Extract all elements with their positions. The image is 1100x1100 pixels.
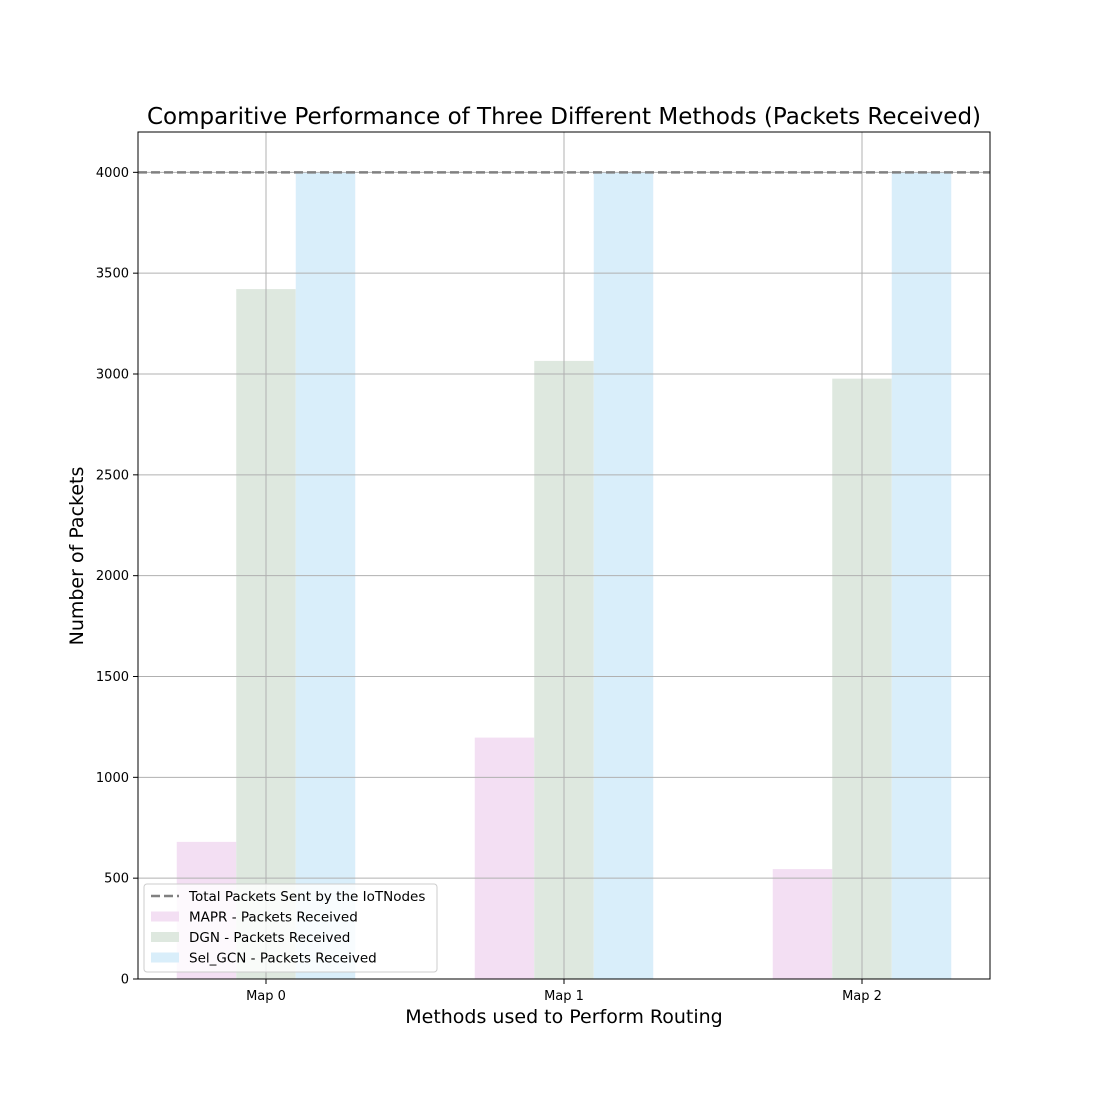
gridlines xyxy=(138,132,990,980)
y-tick-label: 1500 xyxy=(96,670,129,685)
legend: Total Packets Sent by the IoTNodes MAPR -… xyxy=(143,883,438,973)
x-axis-ticks: Map 0 Map 1 Map 2 xyxy=(246,979,882,1004)
bar-mapr-map-2 xyxy=(772,869,833,979)
legend-label: Total Packets Sent by the IoTNodes xyxy=(188,889,425,905)
x-tick-label: Map 2 xyxy=(842,989,882,1004)
bar-mapr-map-1 xyxy=(474,737,535,979)
chart-title: Comparitive Performance of Three Differe… xyxy=(147,104,981,130)
y-axis-title: Number of Packets xyxy=(66,467,88,646)
legend-swatch xyxy=(151,911,179,922)
y-tick-label: 2000 xyxy=(96,569,129,584)
legend-label: DGN - Packets Received xyxy=(189,930,350,946)
y-axis-ticks: 0 500 1000 1500 2000 2500 3000 3500 4000 xyxy=(96,166,138,988)
y-tick-label: 500 xyxy=(104,872,129,887)
y-tick-label: 0 xyxy=(121,973,129,988)
y-tick-label: 2500 xyxy=(96,468,129,483)
legend-box xyxy=(143,883,438,973)
x-axis-title: Methods used to Perform Routing xyxy=(405,1006,723,1028)
x-tick-label: Map 1 xyxy=(544,989,584,1004)
legend-label: Sel_GCN - Packets Received xyxy=(189,951,377,967)
x-tick-label: Map 0 xyxy=(246,989,286,1004)
legend-swatch xyxy=(151,932,179,942)
legend-swatch xyxy=(151,952,179,963)
y-tick-label: 3000 xyxy=(96,368,129,383)
y-tick-label: 4000 xyxy=(96,166,129,181)
y-tick-label: 1000 xyxy=(96,771,129,786)
y-tick-label: 3500 xyxy=(96,267,129,282)
legend-label: MAPR - Packets Received xyxy=(189,910,358,926)
